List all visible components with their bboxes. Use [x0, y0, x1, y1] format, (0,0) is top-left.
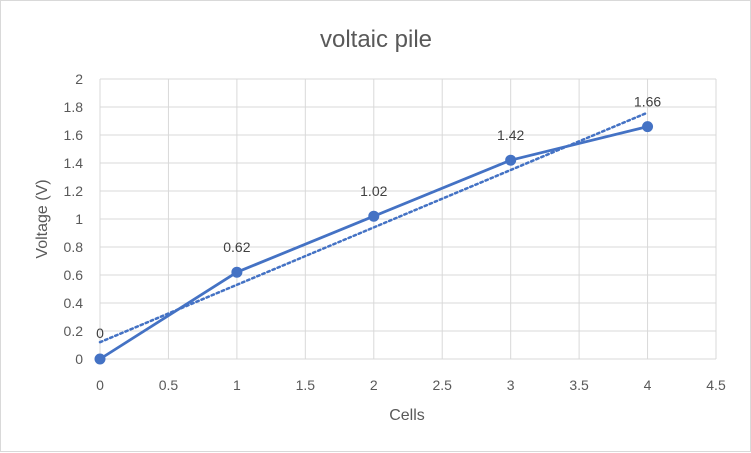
y-tick-label: 2: [75, 71, 83, 87]
data-point: [505, 154, 517, 166]
data-labels: 0 0.62 1.02 1.42 1.66: [96, 94, 661, 341]
x-tick-label: 1: [233, 377, 241, 393]
data-point: [642, 121, 654, 133]
data-label: 1.42: [497, 127, 524, 143]
y-tick-label: 0.8: [64, 239, 84, 255]
y-axis-ticks: 0 0.2 0.4 0.6 0.8 1 1.2 1.4 1.6 1.8 2: [64, 71, 84, 367]
x-axis-title: Cells: [389, 407, 425, 424]
data-label: 0.62: [223, 239, 250, 255]
data-point: [94, 353, 106, 365]
y-tick-label: 0.4: [64, 295, 84, 311]
data-point: [231, 266, 243, 278]
y-tick-label: 0.6: [64, 267, 84, 283]
x-axis-ticks: 0 0.5 1 1.5 2 2.5 3 3.5 4 4.5: [96, 377, 726, 393]
y-tick-label: 1: [75, 211, 83, 227]
x-tick-label: 4.5: [706, 377, 726, 393]
y-tick-label: 1.8: [64, 99, 84, 115]
y-tick-label: 1.6: [64, 127, 84, 143]
data-label: 1.66: [634, 94, 661, 110]
chart-title: voltaic pile: [320, 26, 432, 53]
x-tick-label: 3: [507, 377, 515, 393]
y-axis-title: Voltage (V): [34, 179, 51, 258]
y-tick-label: 1.2: [64, 183, 84, 199]
trendline-group: [98, 111, 649, 344]
x-tick-label: 2: [370, 377, 378, 393]
data-label: 1.02: [360, 183, 387, 199]
y-tick-label: 1.4: [64, 155, 84, 171]
y-tick-label: 0.2: [64, 323, 84, 339]
data-label: 0: [96, 325, 104, 341]
x-tick-label: 1.5: [296, 377, 316, 393]
x-tick-label: 0.5: [159, 377, 179, 393]
trendline: [98, 111, 649, 344]
y-tick-label: 0: [75, 351, 83, 367]
data-point: [368, 210, 380, 222]
x-tick-label: 4: [644, 377, 652, 393]
gridlines: [99, 78, 717, 360]
x-tick-label: 3.5: [569, 377, 589, 393]
x-tick-label: 2.5: [432, 377, 452, 393]
x-tick-label: 0: [96, 377, 104, 393]
series-group: [94, 121, 654, 365]
